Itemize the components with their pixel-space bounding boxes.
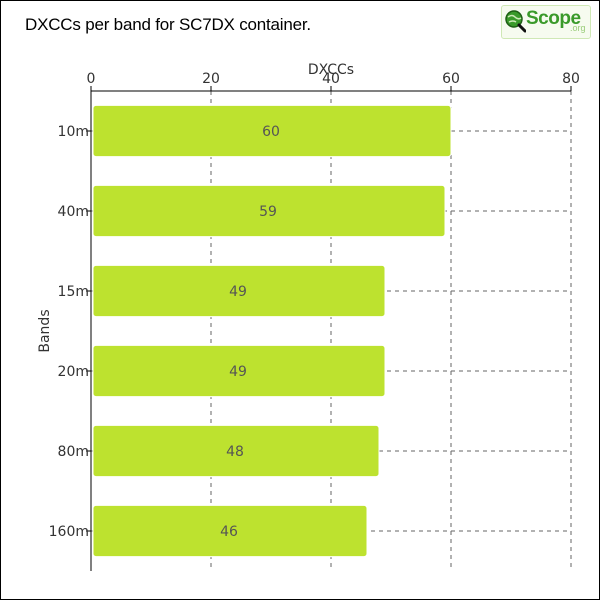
qscope-logo[interactable]: Scope .org bbox=[501, 5, 591, 39]
x-tick-label: 0 bbox=[87, 71, 96, 87]
bar-value-label: 49 bbox=[229, 364, 247, 380]
x-tick-label: 20 bbox=[202, 71, 220, 87]
bar-value-label: 60 bbox=[262, 124, 280, 140]
x-tick-label: 40 bbox=[322, 71, 340, 87]
bar-value-label: 46 bbox=[220, 524, 238, 540]
bar-value-label: 59 bbox=[259, 204, 277, 220]
x-tick-label: 80 bbox=[562, 71, 580, 87]
y-axis-title: Bands bbox=[37, 309, 53, 352]
bar-80m bbox=[92, 424, 380, 478]
y-tick-label: 10m bbox=[58, 124, 89, 140]
x-tick-label: 60 bbox=[442, 71, 460, 87]
logo-tld: .org bbox=[570, 23, 586, 33]
y-tick-label: 40m bbox=[58, 204, 89, 220]
bar-20m bbox=[92, 344, 386, 398]
y-tick-label: 160m bbox=[49, 524, 89, 540]
x-axis-title: DXCCs bbox=[308, 62, 354, 78]
chart-title: DXCCs per band for SC7DX container. bbox=[25, 15, 311, 34]
logo-text: Scope bbox=[526, 8, 581, 29]
y-tick-label: 20m bbox=[58, 364, 89, 380]
y-tick-label: 15m bbox=[58, 284, 89, 300]
bar-40m bbox=[92, 184, 446, 238]
bar-160m bbox=[92, 504, 368, 558]
bar-value-label: 48 bbox=[226, 444, 244, 460]
y-tick-label: 80m bbox=[58, 444, 89, 460]
bar-10m bbox=[92, 104, 452, 158]
bar-15m bbox=[92, 264, 386, 318]
magnifier-globe-icon bbox=[505, 10, 526, 33]
bar-value-label: 49 bbox=[229, 284, 247, 300]
